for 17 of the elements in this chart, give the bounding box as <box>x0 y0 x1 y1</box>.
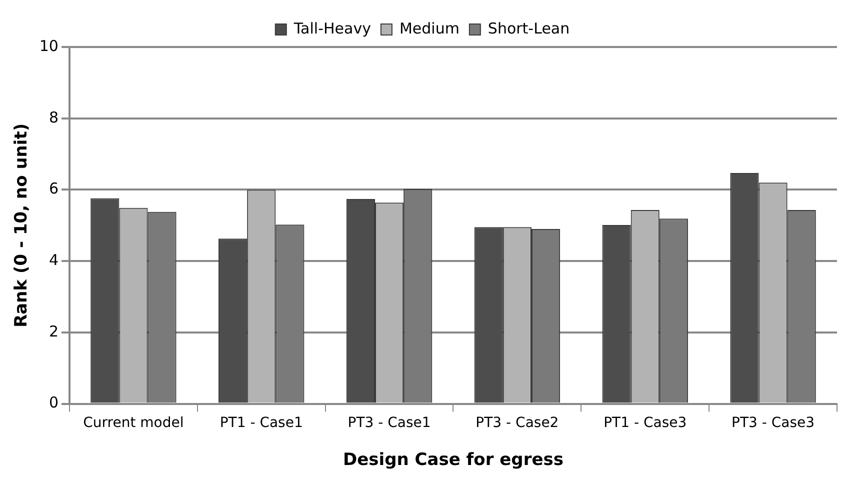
x-tick-label: PT3 - Case2 <box>476 414 559 431</box>
legend-label: Short-Lean <box>488 19 570 38</box>
y-tick-label: 2 <box>48 322 58 340</box>
y-tick-label: 10 <box>39 36 58 55</box>
y-tick-label: 6 <box>48 180 58 198</box>
y-tick-label: 0 <box>48 394 58 412</box>
legend-label: Medium <box>399 19 460 38</box>
y-tick-label: 8 <box>48 108 58 126</box>
y-tick-label: 4 <box>48 250 58 269</box>
x-tick-label: Current model <box>83 414 184 431</box>
legend-label: Tall-Heavy <box>292 19 372 38</box>
x-tick-label: PT3 - Case3 <box>732 414 815 431</box>
x-tick-label: PT1 - Case1 <box>220 414 303 431</box>
x-tick-label: PT3 - Case1 <box>348 414 431 431</box>
x-tick-label: PT1 - Case3 <box>604 414 687 431</box>
y-axis-title: Rank (0 - 10, no unit) <box>12 123 32 328</box>
x-axis-title: Design Case for egress <box>342 450 564 470</box>
